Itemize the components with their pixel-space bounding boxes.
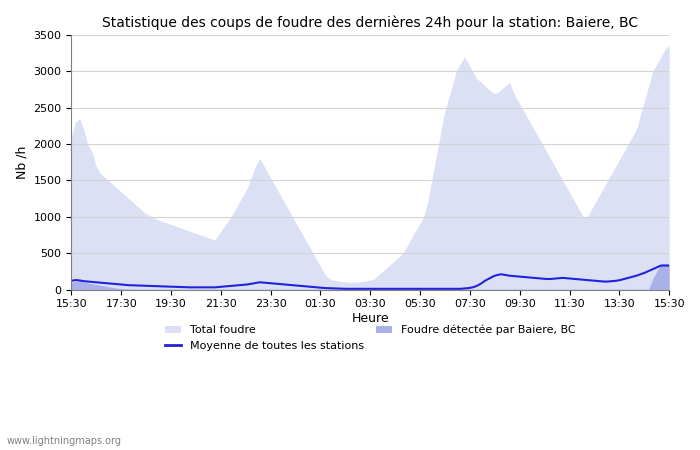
Y-axis label: Nb /h: Nb /h [15, 145, 28, 179]
Text: www.lightningmaps.org: www.lightningmaps.org [7, 436, 122, 446]
Title: Statistique des coups de foudre des dernières 24h pour la station: Baiere, BC: Statistique des coups de foudre des dern… [102, 15, 638, 30]
X-axis label: Heure: Heure [351, 312, 389, 325]
Legend: Total foudre, Moyenne de toutes les stations, Foudre détectée par Baiere, BC: Total foudre, Moyenne de toutes les stat… [160, 320, 580, 356]
